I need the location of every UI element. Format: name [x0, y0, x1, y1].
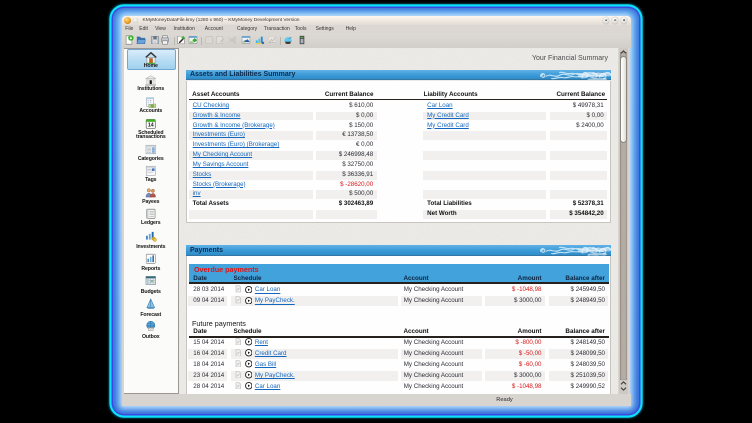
svg-text:14: 14 — [148, 122, 154, 128]
